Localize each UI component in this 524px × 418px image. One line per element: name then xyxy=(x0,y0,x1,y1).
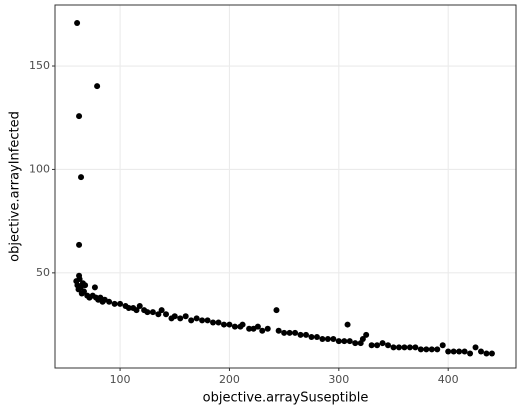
point xyxy=(428,346,435,353)
point xyxy=(188,317,195,324)
point xyxy=(374,342,381,349)
point xyxy=(434,346,441,353)
point xyxy=(111,300,118,307)
y-tick-label: 150 xyxy=(29,59,50,72)
point xyxy=(401,344,408,351)
point xyxy=(177,315,184,322)
point xyxy=(264,325,271,332)
point xyxy=(82,282,89,289)
point xyxy=(220,321,227,328)
x-axis-label: objective.arraySuseptible xyxy=(203,391,369,406)
point xyxy=(91,284,98,291)
y-tick-label: 50 xyxy=(36,266,50,279)
point xyxy=(76,113,83,120)
point xyxy=(335,338,342,345)
point xyxy=(324,336,331,343)
point xyxy=(193,315,200,322)
point xyxy=(390,344,397,351)
point xyxy=(406,344,413,351)
point xyxy=(341,338,348,345)
point xyxy=(149,309,156,316)
point xyxy=(363,331,370,338)
point xyxy=(368,342,375,349)
point xyxy=(303,331,310,338)
point xyxy=(94,83,101,90)
point xyxy=(281,329,288,336)
x-tick-label: 100 xyxy=(110,373,131,386)
x-tick-label: 200 xyxy=(219,373,240,386)
point xyxy=(199,317,206,324)
point xyxy=(385,342,392,349)
x-tick-label: 400 xyxy=(438,373,459,386)
point xyxy=(461,348,468,355)
point xyxy=(439,342,446,349)
point xyxy=(144,309,151,316)
point xyxy=(456,348,463,355)
point xyxy=(273,307,280,314)
point xyxy=(395,344,402,351)
point xyxy=(155,311,162,318)
point xyxy=(210,319,217,326)
point xyxy=(106,298,113,305)
point xyxy=(246,325,253,332)
point xyxy=(215,319,222,326)
point xyxy=(308,333,315,340)
point xyxy=(297,331,304,338)
point xyxy=(445,348,452,355)
point xyxy=(467,350,474,357)
point xyxy=(417,346,424,353)
point xyxy=(125,305,132,312)
point xyxy=(117,300,124,307)
point xyxy=(239,321,246,328)
point xyxy=(76,276,83,283)
x-tick-label: 300 xyxy=(328,373,349,386)
point xyxy=(359,336,366,343)
point xyxy=(78,174,85,181)
point xyxy=(163,311,170,318)
point xyxy=(171,313,178,320)
point xyxy=(74,19,81,26)
point xyxy=(80,288,87,295)
point xyxy=(204,317,211,324)
point xyxy=(292,329,299,336)
point xyxy=(379,340,386,347)
point xyxy=(133,307,140,314)
point xyxy=(76,241,83,248)
point xyxy=(231,323,238,330)
point xyxy=(483,350,490,357)
point xyxy=(423,346,430,353)
y-axis-label: objective.arrayInfected xyxy=(8,111,23,262)
point xyxy=(488,350,495,357)
point xyxy=(472,344,479,351)
point xyxy=(319,336,326,343)
point xyxy=(450,348,457,355)
point xyxy=(136,302,143,309)
point xyxy=(226,321,233,328)
point xyxy=(330,336,337,343)
point xyxy=(182,313,189,320)
point xyxy=(346,338,353,345)
point xyxy=(352,340,359,347)
point xyxy=(286,329,293,336)
point xyxy=(158,307,165,314)
point xyxy=(344,321,351,328)
point xyxy=(412,344,419,351)
point xyxy=(254,323,261,330)
point xyxy=(313,333,320,340)
panel-border xyxy=(54,4,517,369)
point xyxy=(259,327,266,334)
y-tick-label: 100 xyxy=(29,162,50,175)
point xyxy=(478,348,485,355)
point xyxy=(275,327,282,334)
